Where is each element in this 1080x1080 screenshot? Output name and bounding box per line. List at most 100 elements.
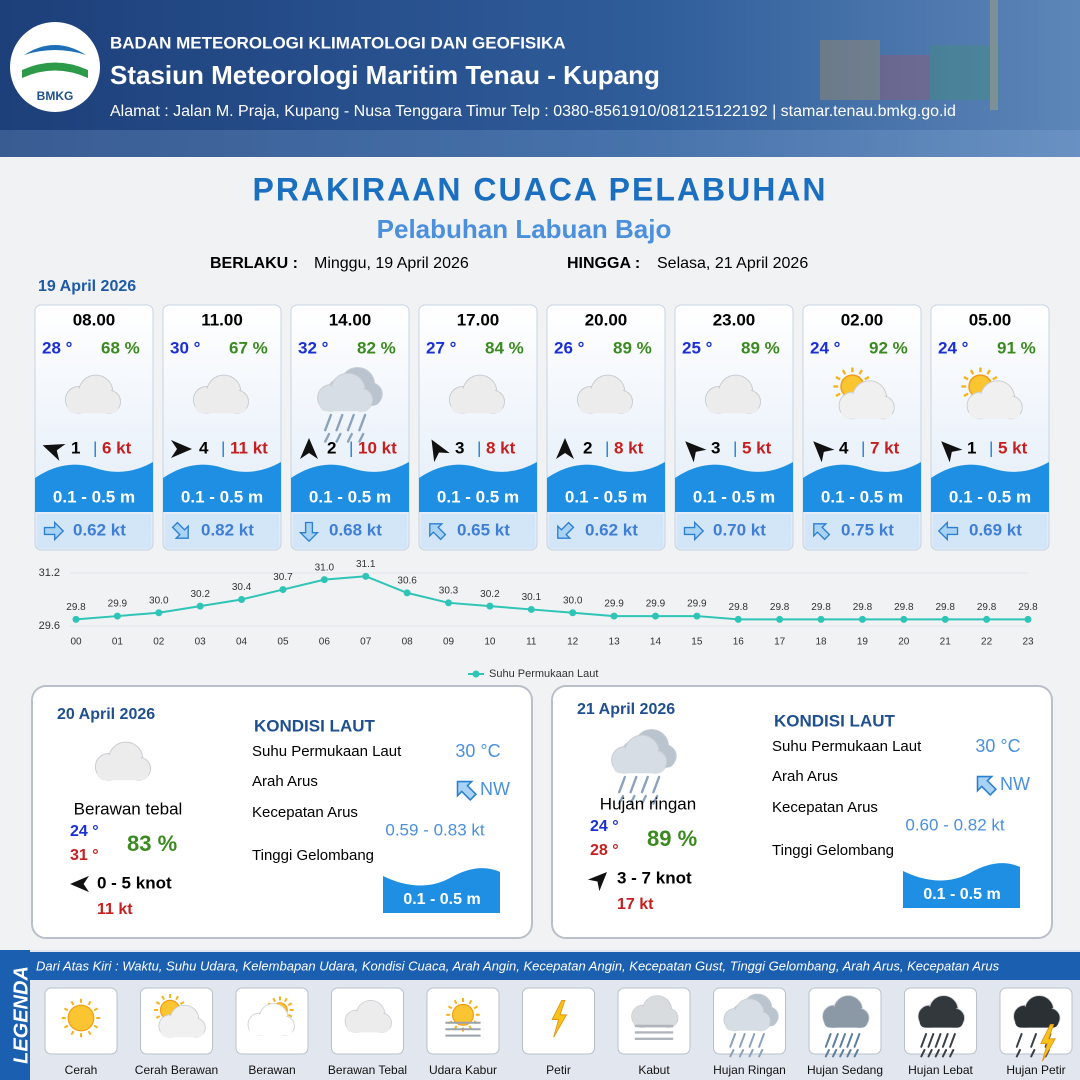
- x-tick-label: 07: [360, 637, 372, 648]
- cloud: [448, 374, 505, 414]
- rain-drop: [618, 775, 627, 794]
- value-label: 29.8: [1018, 602, 1038, 613]
- cloud-puff: [725, 1010, 745, 1030]
- cloud-puff: [707, 388, 731, 412]
- value-label: 30.3: [439, 585, 459, 596]
- logo-band: [22, 62, 88, 78]
- sst-point: [445, 599, 453, 607]
- current-arrow-shape: [937, 520, 959, 542]
- legend-label: Cerah: [65, 1063, 98, 1077]
- x-tick-label: 21: [940, 637, 952, 648]
- sst-point: [817, 615, 825, 623]
- rain-drop: [729, 1033, 737, 1048]
- weather-icon: [961, 367, 1023, 420]
- value-label: 30.2: [480, 589, 500, 600]
- rain-drop: [738, 1033, 746, 1048]
- card-gust: 7 kt: [870, 438, 900, 457]
- weather-icon: [192, 374, 249, 414]
- wave-area: [291, 462, 409, 512]
- cloud-puff: [824, 1006, 844, 1026]
- value-label: 30.6: [397, 576, 417, 587]
- card-time: 14.00: [329, 310, 372, 329]
- sst-point: [196, 602, 204, 610]
- current-arrow: [937, 520, 959, 542]
- rain-drop: [358, 413, 367, 432]
- rain-drop: [853, 1049, 859, 1058]
- legend-icon: [822, 995, 870, 1058]
- rain-drop: [1015, 1033, 1023, 1048]
- wave-label: Tinggi Gelombang: [252, 847, 374, 864]
- sun-ray: [155, 1001, 161, 1005]
- card-wave: 0.1 - 0.5 m: [693, 487, 775, 506]
- panel-date: 20 April 2026: [57, 706, 155, 723]
- panel-humidity: 83 %: [127, 831, 177, 856]
- card-wave: 0.1 - 0.5 m: [309, 487, 391, 506]
- rain-drop: [335, 432, 342, 443]
- legend-title: LEGENDA: [10, 966, 32, 1064]
- cloud-puff: [613, 748, 637, 772]
- current-arrow: [43, 520, 65, 542]
- cloud: [317, 372, 374, 412]
- legend-item: Hujan Lebat: [904, 987, 977, 1077]
- weather-icon: [833, 367, 895, 420]
- card-humidity: 92 %: [869, 338, 908, 357]
- legend-item: Berawan Tebal: [328, 987, 407, 1077]
- dir-value: NW: [480, 779, 510, 799]
- cloud: [838, 380, 895, 420]
- cloud: [576, 374, 633, 414]
- card-wind: 2: [583, 438, 592, 457]
- dir-value: NW: [1000, 774, 1030, 794]
- panel-temp-max: 31 °: [70, 847, 99, 864]
- sst-value: 30 °C: [455, 741, 500, 761]
- current-arrow: [429, 523, 447, 541]
- card-humidity: 82 %: [357, 338, 396, 357]
- legend-icon: [61, 998, 101, 1038]
- current-arrow: [683, 520, 705, 542]
- card-humidity: 84 %: [485, 338, 524, 357]
- sun-ray: [963, 375, 969, 381]
- current-arrow: [171, 521, 189, 539]
- card-time: 11.00: [201, 310, 243, 329]
- card-wind: 2: [327, 438, 336, 457]
- sst-point: [734, 615, 742, 623]
- current-arrow: [298, 521, 320, 543]
- value-label: 29.9: [646, 599, 666, 610]
- separator: |: [93, 438, 97, 457]
- value-label: 30.2: [190, 589, 210, 600]
- separator: |: [605, 438, 609, 457]
- rain-drop: [1030, 1033, 1038, 1048]
- sst-label: Suhu Permukaan Laut: [772, 738, 922, 755]
- legend-desc-band: [30, 952, 1080, 980]
- rain-drop: [738, 1049, 745, 1058]
- value-label: 29.8: [66, 602, 86, 613]
- legend-label: Hujan Sedang: [807, 1063, 883, 1077]
- panel-bg: [551, 685, 1053, 939]
- wind-arrow-shape: [171, 440, 192, 458]
- cloud: [723, 998, 771, 1032]
- org-name: BADAN METEOROLOGI KLIMATOLOGI DAN GEOFIS…: [110, 33, 566, 52]
- cloud-puff: [633, 1006, 653, 1026]
- rain-drop: [824, 1049, 830, 1058]
- cloud: [822, 995, 870, 1029]
- value-label: 29.8: [977, 602, 997, 613]
- x-tick-label: 05: [277, 637, 289, 648]
- sst-point: [900, 615, 908, 623]
- rain-drop: [629, 794, 636, 805]
- card-gust: 8 kt: [486, 438, 516, 457]
- card-humidity: 67 %: [229, 338, 268, 357]
- panel-condition: Hujan ringan: [600, 794, 696, 813]
- dir-label: Arah Arus: [252, 773, 318, 790]
- sun-ray: [70, 1000, 75, 1006]
- title: PRAKIRAAN CUACA PELABUHAN: [252, 171, 827, 207]
- panel-wind: 0 - 5 knot: [97, 873, 172, 892]
- sun-ray: [986, 369, 991, 375]
- x-tick-label: 11: [526, 637, 537, 648]
- sst-point: [610, 612, 618, 620]
- cloud: [611, 734, 668, 774]
- legend-label: Suhu Permukaan Laut: [489, 668, 598, 680]
- speed-label: Kecepatan Arus: [772, 799, 878, 816]
- x-tick-label: 10: [484, 637, 496, 648]
- value-label: 30.4: [232, 582, 252, 593]
